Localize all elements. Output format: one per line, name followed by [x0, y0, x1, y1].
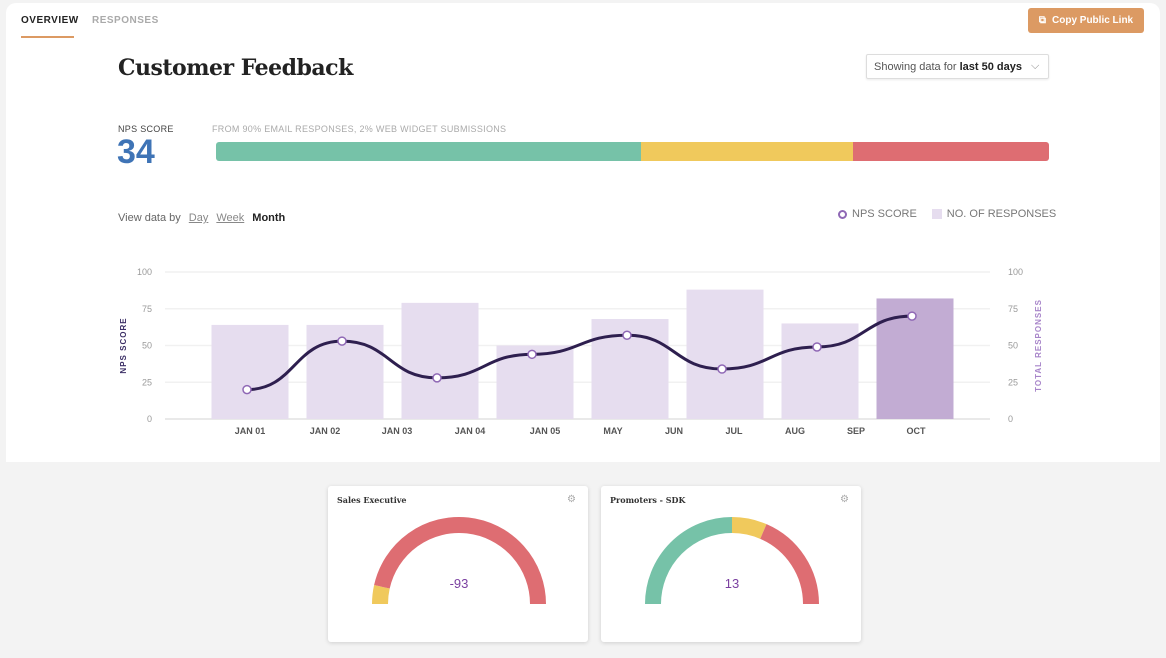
active-tab-indicator: [21, 36, 74, 38]
view-by-day[interactable]: Day: [188, 212, 209, 224]
view-by-month[interactable]: Month: [252, 212, 286, 224]
nps-source: FROM 90% EMAIL RESPONSES, 2% WEB WIDGET …: [212, 124, 507, 134]
x-tick-label: JAN 02: [310, 426, 341, 436]
gauge-value: -93: [449, 576, 469, 591]
copy-icon: ⧉: [1038, 15, 1046, 26]
x-tick-label: JUL: [725, 426, 743, 436]
card-sales-executive: Sales Executive ⚙ -93: [328, 486, 588, 642]
y-tick-left: 0: [147, 414, 152, 424]
tab-overview[interactable]: OVERVIEW: [21, 15, 79, 26]
view-by-week[interactable]: Week: [216, 212, 245, 224]
y-axis-label-right: TOTAL RESPONSES: [1034, 299, 1043, 392]
x-tick-label: MAY: [603, 426, 622, 436]
nps-segment-detractors: [853, 142, 1049, 161]
view-by: View data by Day Week Month: [118, 212, 286, 224]
nps-point: [812, 342, 822, 352]
x-tick-label: OCT: [907, 426, 927, 436]
y-tick-left: 25: [142, 377, 152, 387]
nps-segment-promoters: [216, 142, 641, 161]
response-bar: [401, 302, 479, 419]
gear-icon[interactable]: ⚙: [840, 494, 849, 505]
gear-icon[interactable]: ⚙: [567, 494, 576, 505]
nps-value: 34: [117, 133, 155, 171]
x-tick-label: JAN 03: [382, 426, 413, 436]
overview-panel: [6, 3, 1160, 462]
nps-line: [246, 314, 913, 392]
nps-point: [527, 349, 537, 360]
x-tick-label: JAN 01: [235, 426, 266, 436]
gauge: [645, 517, 819, 605]
chevron-down-icon: ⌵: [1030, 60, 1040, 72]
x-tick-label: JAN 05: [530, 426, 561, 436]
nps-point: [337, 336, 347, 346]
copy-public-link-button[interactable]: ⧉ Copy Public Link: [1028, 8, 1144, 33]
y-tick-right: 75: [1008, 304, 1018, 314]
nps-point: [907, 311, 917, 321]
nps-point: [242, 384, 252, 395]
y-tick-left: 50: [142, 341, 152, 351]
page-title: Customer Feedback: [118, 55, 353, 81]
gauge: [372, 517, 546, 605]
nps-legend-marker: [838, 209, 847, 219]
response-bar: [781, 323, 859, 419]
x-tick-label: SEP: [847, 426, 865, 436]
gauge-segment-passives: [731, 517, 767, 539]
nps-breakdown-bar: [216, 142, 1049, 161]
y-tick-right: 0: [1008, 414, 1013, 424]
y-tick-left: 75: [142, 304, 152, 314]
responses-legend-marker: [931, 209, 942, 219]
tab-responses[interactable]: RESPONSES: [92, 15, 159, 26]
chart-legend: NPS SCORE NO. OF RESPONSES: [838, 208, 1056, 220]
nps-segment-passives: [640, 142, 854, 161]
gauge-segment-detractors: [759, 524, 819, 605]
response-bar: [211, 324, 289, 419]
y-tick-right: 50: [1008, 341, 1018, 351]
nps-label: NPS SCORE: [118, 124, 174, 134]
y-tick-left: 100: [137, 267, 152, 277]
y-axis-label-left: NPS SCORE: [119, 317, 128, 373]
nps-point: [622, 330, 632, 340]
date-range-select[interactable]: Showing data for last 50 days ⌵: [866, 54, 1049, 79]
gauge-value: 13: [724, 576, 740, 591]
gauge-segment-promoters: [645, 517, 733, 605]
x-tick-label: JAN 04: [455, 426, 486, 436]
card-promoters-sdk: Promoters - SDK ⚙ 13: [601, 486, 861, 642]
nps-chart: 0 0 25 25 50 50 75 75 100 100 NPS SCORE TOTAL RESPO…: [119, 267, 1043, 436]
x-tick-label: JUN: [665, 426, 683, 436]
response-bar: [686, 289, 764, 419]
y-tick-right: 100: [1008, 267, 1023, 277]
gauge-segment-detractors: [374, 517, 546, 605]
nps-point: [717, 364, 727, 374]
x-tick-label: AUG: [785, 426, 805, 436]
y-tick-right: 25: [1008, 377, 1018, 387]
nps-point: [432, 373, 442, 383]
gauge-segment-passives: [372, 585, 390, 605]
